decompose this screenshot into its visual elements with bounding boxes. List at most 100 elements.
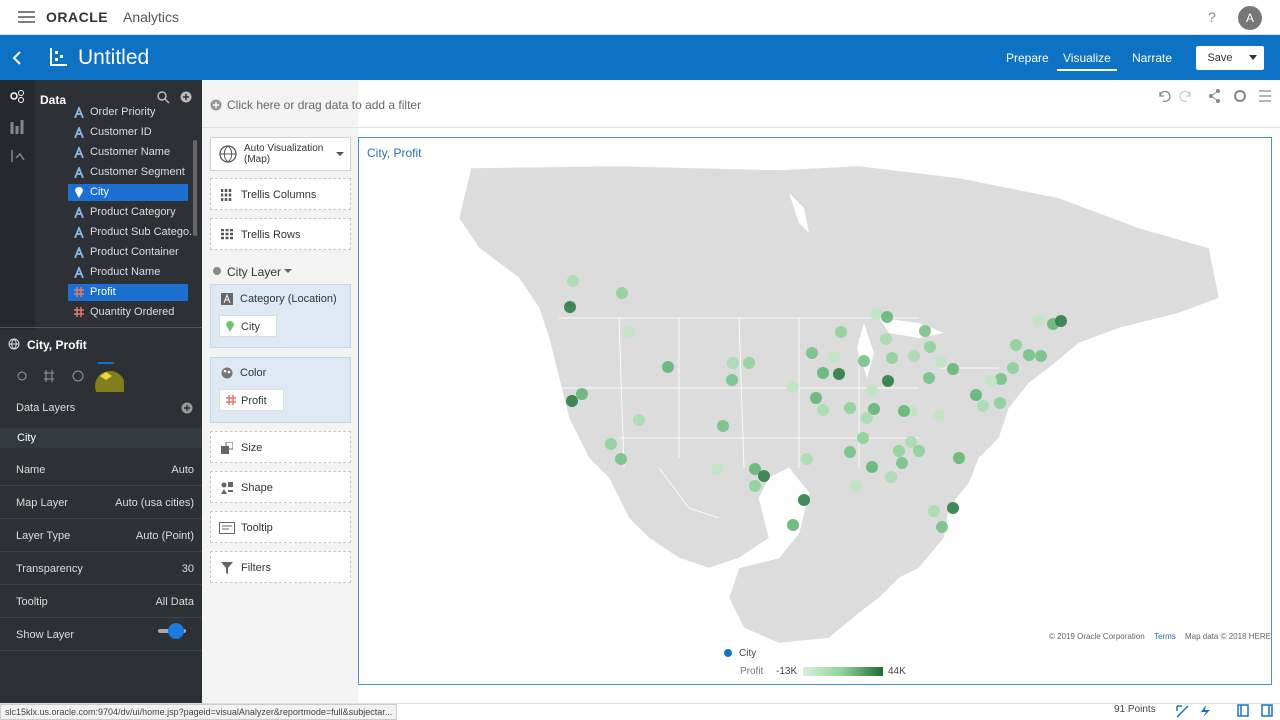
- map-point[interactable]: [995, 373, 1007, 385]
- map-point[interactable]: [711, 463, 723, 475]
- drop-target[interactable]: Shape: [210, 471, 351, 503]
- map-point[interactable]: [870, 308, 882, 320]
- map-point[interactable]: [928, 505, 940, 517]
- add-layer[interactable]: [181, 402, 193, 414]
- map-point[interactable]: [828, 351, 840, 363]
- save-button[interactable]: Save: [1207, 52, 1233, 64]
- map-point[interactable]: [861, 412, 873, 424]
- tab[interactable]: Prepare: [1006, 51, 1049, 65]
- map-point[interactable]: [576, 388, 588, 400]
- property-value[interactable]: All Data: [155, 596, 194, 608]
- layer-title[interactable]: City Layer: [227, 265, 282, 279]
- map-point[interactable]: [1010, 339, 1022, 351]
- map-point[interactable]: [743, 357, 755, 369]
- field[interactable]: Customer ID: [68, 124, 188, 141]
- avatar[interactable]: A: [1238, 6, 1262, 30]
- field[interactable]: Order Priority: [68, 104, 188, 121]
- back[interactable]: [12, 51, 22, 65]
- map-point[interactable]: [567, 275, 579, 287]
- map-point[interactable]: [857, 432, 869, 444]
- visualization[interactable]: City, Profit © 2019 Oracle Corporation T…: [358, 137, 1272, 685]
- map-point[interactable]: [615, 453, 627, 465]
- map-point[interactable]: [868, 403, 880, 415]
- toolbar[interactable]: [1157, 88, 1275, 104]
- map-point[interactable]: [835, 326, 847, 338]
- map-point[interactable]: [758, 470, 770, 482]
- map-point[interactable]: [913, 445, 925, 457]
- field[interactable]: Product Name: [68, 264, 188, 281]
- field[interactable]: Profit: [68, 284, 188, 301]
- map-point[interactable]: [947, 363, 959, 375]
- map-point[interactable]: [880, 333, 892, 345]
- property-value[interactable]: 30: [181, 563, 194, 575]
- map-point[interactable]: [935, 356, 947, 368]
- menu-icon[interactable]: [18, 10, 36, 24]
- field[interactable]: City: [68, 184, 188, 201]
- map-point[interactable]: [985, 375, 997, 387]
- map-point[interactable]: [787, 381, 799, 393]
- category-target[interactable]: Category (Location) City: [210, 284, 351, 348]
- map-point[interactable]: [924, 341, 936, 353]
- map-point[interactable]: [633, 414, 645, 426]
- map-point[interactable]: [844, 446, 856, 458]
- map-point[interactable]: [919, 325, 931, 337]
- map-point[interactable]: [1007, 362, 1019, 374]
- property-value[interactable]: Auto: [171, 464, 194, 476]
- map-point[interactable]: [566, 395, 578, 407]
- map-point[interactable]: [886, 352, 898, 364]
- map-point[interactable]: [717, 420, 729, 432]
- drop-target[interactable]: Trellis Rows: [210, 218, 351, 250]
- map-point[interactable]: [662, 361, 674, 373]
- drop-target[interactable]: Filters: [210, 551, 351, 583]
- map-point[interactable]: [936, 521, 948, 533]
- map-point[interactable]: [817, 404, 829, 416]
- map-point[interactable]: [605, 438, 617, 450]
- map-point[interactable]: [896, 457, 908, 469]
- map-point[interactable]: [977, 400, 989, 412]
- map-point[interactable]: [616, 287, 628, 299]
- map-point[interactable]: [833, 368, 845, 380]
- map-point[interactable]: [726, 374, 738, 386]
- map-point[interactable]: [806, 347, 818, 359]
- field[interactable]: Product Sub Catego...: [68, 224, 198, 241]
- map-point[interactable]: [801, 453, 813, 465]
- map-point[interactable]: [623, 326, 635, 338]
- viz-type-picker[interactable]: Auto Visualization (Map): [210, 137, 351, 171]
- map-point[interactable]: [749, 480, 761, 492]
- terms-link[interactable]: Terms: [1154, 632, 1176, 641]
- drop-target[interactable]: Trellis Columns: [210, 178, 351, 210]
- tab-active[interactable]: Visualize: [1057, 51, 1117, 71]
- map-point[interactable]: [970, 389, 982, 401]
- drop-target[interactable]: Size: [210, 431, 351, 463]
- map-point[interactable]: [866, 461, 878, 473]
- field[interactable]: Customer Name: [68, 144, 188, 161]
- field[interactable]: Customer Segment: [68, 164, 188, 181]
- map-point[interactable]: [882, 375, 894, 387]
- map-point[interactable]: [817, 367, 829, 379]
- status-tools[interactable]: [1176, 704, 1276, 718]
- project-title[interactable]: Untitled: [78, 46, 150, 69]
- map-point[interactable]: [1055, 315, 1067, 327]
- property-value[interactable]: Auto (usa cities): [115, 497, 194, 509]
- map-point[interactable]: [1035, 350, 1047, 362]
- field[interactable]: Quantity Ordered: [68, 304, 188, 321]
- map-point[interactable]: [866, 385, 878, 397]
- map-point[interactable]: [787, 519, 799, 531]
- map-point[interactable]: [923, 372, 935, 384]
- map-point[interactable]: [898, 405, 910, 417]
- map-point[interactable]: [953, 452, 965, 464]
- map-point[interactable]: [850, 480, 862, 492]
- map-point[interactable]: [844, 402, 856, 414]
- color-target[interactable]: Color Profit: [210, 357, 351, 423]
- map-point[interactable]: [810, 392, 822, 404]
- save-menu[interactable]: [1248, 55, 1258, 61]
- map-point[interactable]: [798, 494, 810, 506]
- help[interactable]: ?: [1208, 9, 1216, 25]
- drop-target[interactable]: Tooltip: [210, 511, 351, 543]
- map-point[interactable]: [885, 471, 897, 483]
- map-point[interactable]: [947, 502, 959, 514]
- property-value[interactable]: Auto (Point): [135, 530, 194, 542]
- map-point[interactable]: [893, 445, 905, 457]
- map-point[interactable]: [749, 463, 761, 475]
- map-point[interactable]: [564, 301, 576, 313]
